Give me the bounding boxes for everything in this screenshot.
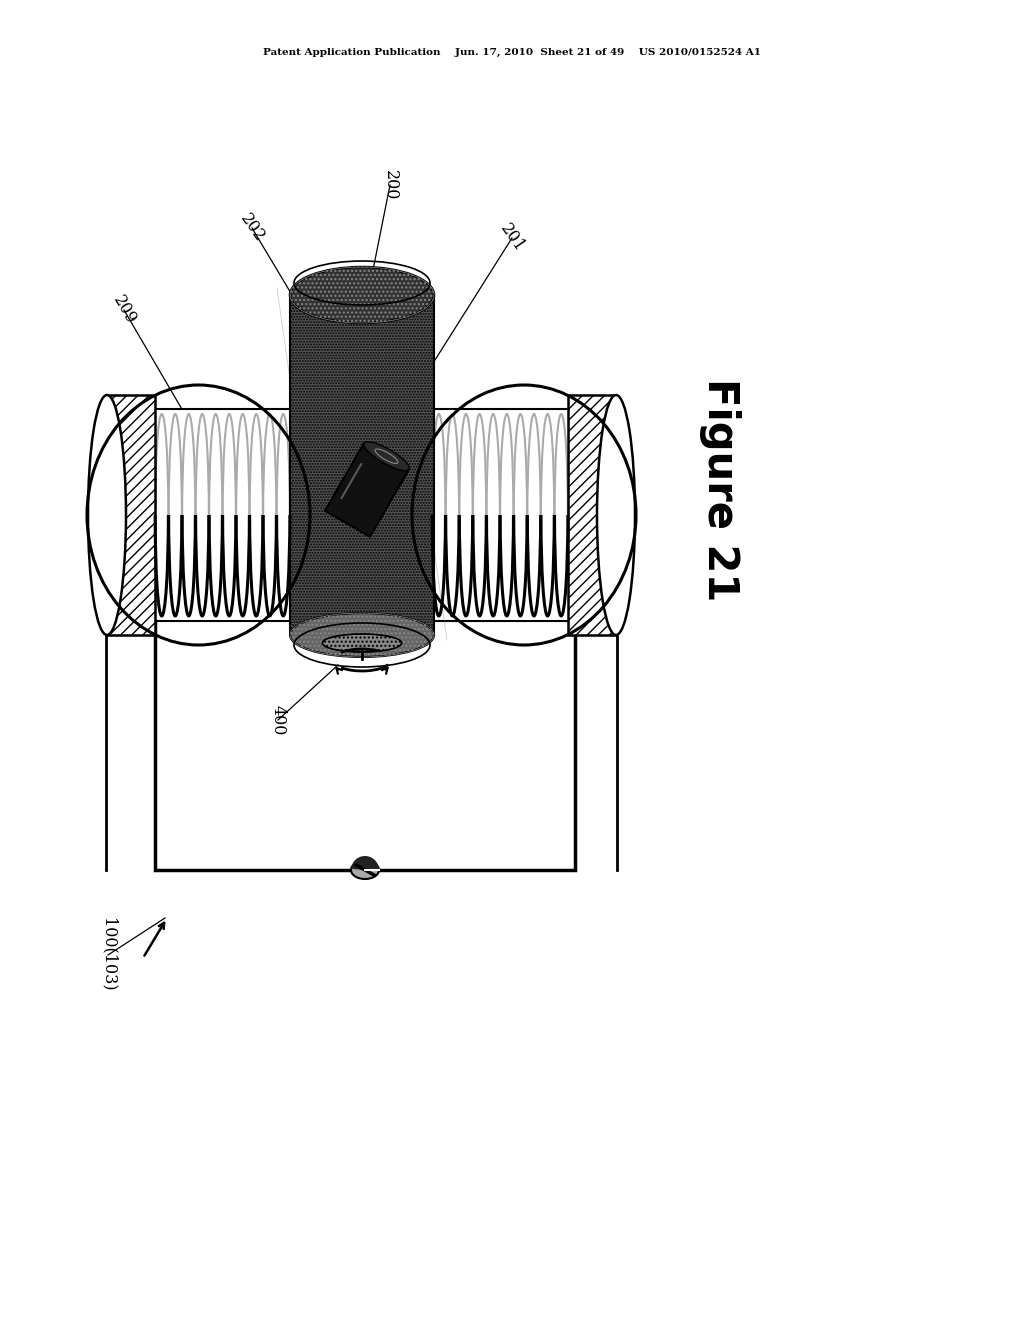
- Text: 400: 400: [269, 705, 287, 735]
- Ellipse shape: [597, 395, 635, 635]
- Text: 100(103): 100(103): [99, 919, 117, 991]
- Ellipse shape: [351, 861, 379, 879]
- Bar: [568, 395, 616, 635]
- Bar: [155, 590, 575, 870]
- Ellipse shape: [290, 267, 434, 323]
- Bar: [155, 409, 290, 622]
- Ellipse shape: [88, 395, 126, 635]
- Bar: [290, 294, 434, 635]
- Text: Patent Application Publication    Jun. 17, 2010  Sheet 21 of 49    US 2010/01525: Patent Application Publication Jun. 17, …: [263, 48, 761, 57]
- Text: Figure 21: Figure 21: [699, 379, 741, 602]
- Text: 202: 202: [237, 211, 267, 246]
- Polygon shape: [325, 444, 409, 537]
- Bar: [568, 395, 616, 635]
- Text: 201: 201: [497, 220, 527, 255]
- Text: 200: 200: [382, 170, 398, 201]
- Ellipse shape: [323, 634, 401, 652]
- Text: 209: 209: [109, 293, 139, 327]
- Bar: [106, 395, 155, 635]
- Ellipse shape: [290, 612, 434, 657]
- Bar: [294, 282, 430, 645]
- Wedge shape: [351, 855, 379, 871]
- Bar: [432, 409, 568, 622]
- Ellipse shape: [364, 442, 410, 471]
- Bar: [106, 395, 155, 635]
- Bar: [290, 294, 434, 635]
